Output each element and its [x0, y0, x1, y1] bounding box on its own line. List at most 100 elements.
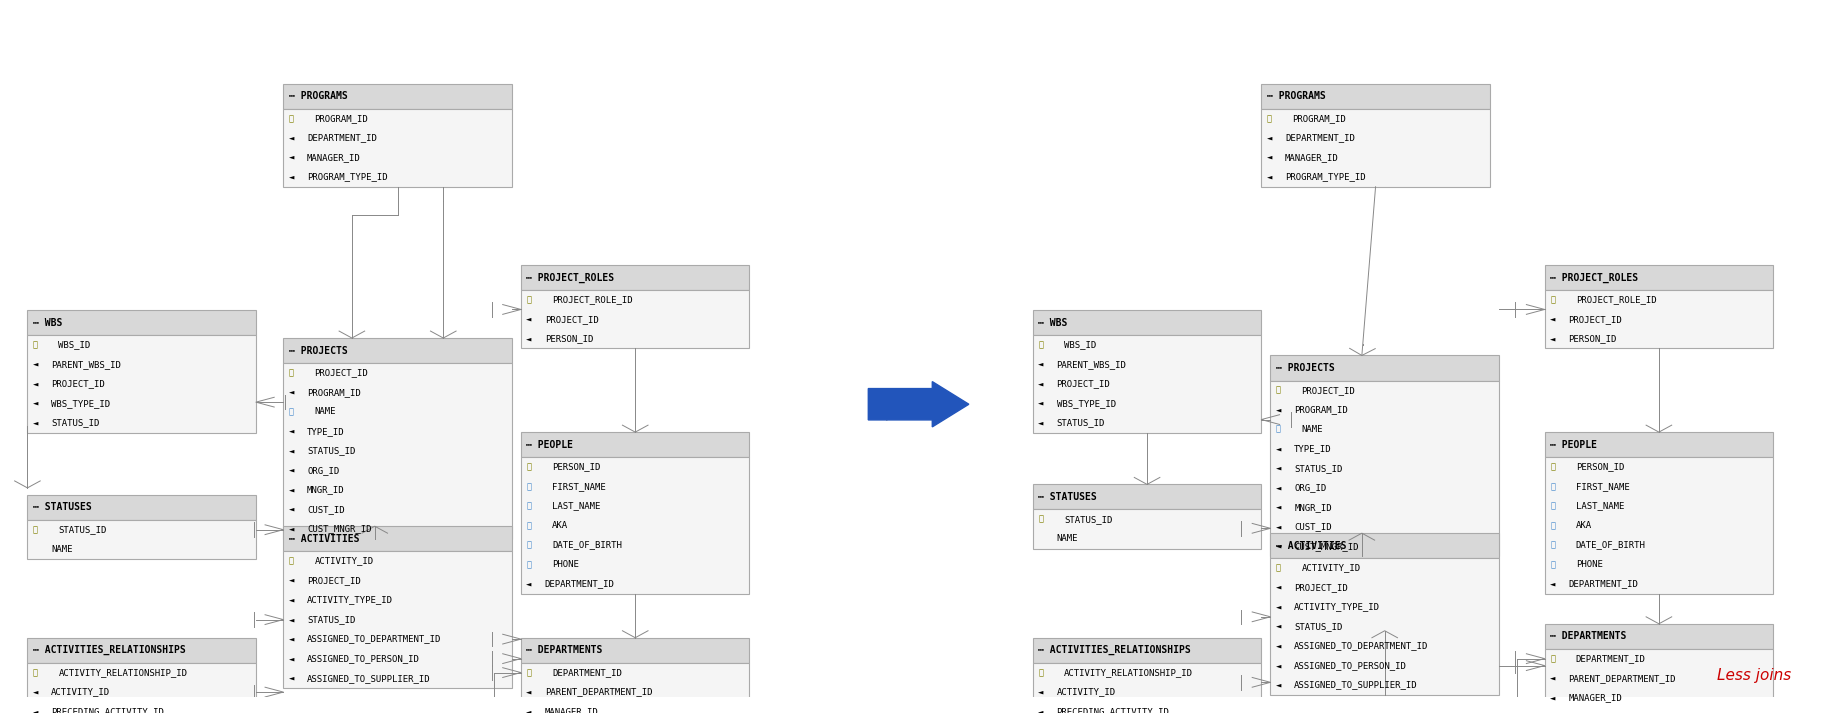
- Text: ⋯ ACTIVITIES_RELATIONSHIPS: ⋯ ACTIVITIES_RELATIONSHIPS: [33, 645, 186, 655]
- Text: DEPARTMENT_ID: DEPARTMENT_ID: [545, 580, 614, 588]
- Text: PROGRAM_TYPE_ID: PROGRAM_TYPE_ID: [307, 173, 388, 182]
- Text: ◄: ◄: [1038, 419, 1044, 428]
- Text: MANAGER_ID: MANAGER_ID: [1568, 693, 1621, 702]
- Text: PROJECT_ID: PROJECT_ID: [1568, 314, 1621, 324]
- Text: ACTIVITY_ID: ACTIVITY_ID: [1302, 563, 1360, 573]
- Text: ◄: ◄: [289, 466, 294, 475]
- Text: ◄: ◄: [33, 399, 38, 408]
- Text: PARENT_WBS_ID: PARENT_WBS_ID: [51, 360, 121, 369]
- Text: ⋯ PROJECT_ROLES: ⋯ PROJECT_ROLES: [1550, 272, 1638, 282]
- Text: ◄: ◄: [1276, 583, 1281, 592]
- Text: STATUS_ID: STATUS_ID: [1057, 419, 1104, 428]
- Text: PROJECT_ID: PROJECT_ID: [1302, 386, 1355, 395]
- Text: DEPARTMENT_ID: DEPARTMENT_ID: [1576, 654, 1645, 663]
- FancyBboxPatch shape: [283, 83, 512, 108]
- Text: MANAGER_ID: MANAGER_ID: [545, 707, 598, 713]
- FancyBboxPatch shape: [1545, 265, 1773, 290]
- Text: STATUS_ID: STATUS_ID: [307, 446, 355, 456]
- Text: FIRST_NAME: FIRST_NAME: [1576, 482, 1629, 491]
- Text: ACTIVITY_ID: ACTIVITY_ID: [1057, 687, 1115, 697]
- Text: LAST_NAME: LAST_NAME: [1576, 501, 1623, 511]
- Text: ◄: ◄: [1038, 687, 1044, 697]
- Text: PHONE: PHONE: [1576, 560, 1603, 569]
- Text: 🔑: 🔑: [526, 540, 532, 550]
- Text: ◄: ◄: [289, 388, 294, 397]
- Text: 🔑: 🔑: [526, 521, 532, 530]
- Text: ◄: ◄: [289, 615, 294, 624]
- FancyArrow shape: [868, 381, 969, 427]
- Text: ◄: ◄: [289, 576, 294, 585]
- Text: ◄: ◄: [1276, 503, 1281, 512]
- Text: WBS_TYPE_ID: WBS_TYPE_ID: [51, 399, 110, 408]
- Text: 🔑: 🔑: [1038, 668, 1044, 677]
- Text: ◄: ◄: [33, 379, 38, 389]
- Text: PROJECT_ID: PROJECT_ID: [1294, 583, 1347, 592]
- Text: 🔑: 🔑: [33, 341, 38, 349]
- Text: ◄: ◄: [1276, 661, 1281, 670]
- FancyBboxPatch shape: [27, 310, 256, 335]
- Text: PERSON_ID: PERSON_ID: [552, 463, 600, 471]
- Text: NAME: NAME: [1302, 425, 1323, 434]
- Text: PROGRAM_ID: PROGRAM_ID: [314, 114, 367, 123]
- Text: FIRST_NAME: FIRST_NAME: [552, 482, 605, 491]
- Text: PARENT_WBS_ID: PARENT_WBS_ID: [1057, 360, 1126, 369]
- Text: PERSON_ID: PERSON_ID: [545, 334, 592, 343]
- Text: ⋯ ACTIVITIES: ⋯ ACTIVITIES: [1276, 540, 1347, 550]
- Text: ◄: ◄: [1038, 360, 1044, 369]
- Text: ◄: ◄: [1038, 399, 1044, 408]
- FancyBboxPatch shape: [1261, 83, 1490, 108]
- Text: STATUS_ID: STATUS_ID: [1294, 464, 1342, 473]
- Text: WBS_TYPE_ID: WBS_TYPE_ID: [1057, 399, 1115, 408]
- Text: ◄: ◄: [289, 505, 294, 514]
- Text: ⋯ WBS: ⋯ WBS: [33, 318, 62, 328]
- Text: ◄: ◄: [289, 635, 294, 644]
- Text: 🔑: 🔑: [526, 295, 532, 304]
- FancyBboxPatch shape: [1270, 356, 1499, 381]
- Text: 🔑: 🔑: [1550, 521, 1556, 530]
- Text: 🔑: 🔑: [289, 407, 294, 416]
- Text: ◄: ◄: [1276, 483, 1281, 493]
- Text: ◄: ◄: [33, 419, 38, 428]
- Text: ⋯ ACTIVITIES: ⋯ ACTIVITIES: [289, 534, 360, 544]
- Text: DATE_OF_BIRTH: DATE_OF_BIRTH: [1576, 540, 1645, 550]
- Text: ◄: ◄: [526, 707, 532, 713]
- Text: ORG_ID: ORG_ID: [307, 466, 340, 475]
- Text: 🔑: 🔑: [289, 557, 294, 565]
- FancyBboxPatch shape: [1545, 432, 1773, 457]
- Text: ◄: ◄: [33, 707, 38, 713]
- Text: STATUS_ID: STATUS_ID: [1064, 515, 1111, 524]
- Text: NAME: NAME: [1057, 534, 1079, 543]
- Text: 🔑: 🔑: [526, 668, 532, 677]
- Text: ◄: ◄: [1276, 523, 1281, 531]
- Text: ⋯ WBS: ⋯ WBS: [1038, 318, 1068, 328]
- FancyBboxPatch shape: [27, 637, 256, 663]
- Text: CUST_MNGR_ID: CUST_MNGR_ID: [307, 525, 371, 533]
- Text: ◄: ◄: [1038, 707, 1044, 713]
- Text: MNGR_ID: MNGR_ID: [1294, 503, 1333, 512]
- FancyBboxPatch shape: [521, 457, 749, 594]
- Text: MNGR_ID: MNGR_ID: [307, 486, 345, 495]
- Text: ◄: ◄: [1276, 681, 1281, 689]
- Text: PROJECT_ID: PROJECT_ID: [307, 576, 360, 585]
- Text: PERSON_ID: PERSON_ID: [1576, 463, 1623, 471]
- Text: CUST_MNGR_ID: CUST_MNGR_ID: [1294, 542, 1358, 551]
- Text: 🔑: 🔑: [1550, 654, 1556, 663]
- Text: ⋯ ACTIVITIES_RELATIONSHIPS: ⋯ ACTIVITIES_RELATIONSHIPS: [1038, 645, 1192, 655]
- Text: STATUS_ID: STATUS_ID: [58, 525, 106, 534]
- Text: ⋯ DEPARTMENTS: ⋯ DEPARTMENTS: [526, 645, 603, 655]
- Text: ◄: ◄: [289, 595, 294, 605]
- Text: ◄: ◄: [33, 687, 38, 697]
- Text: ASSIGNED_TO_DEPARTMENT_ID: ASSIGNED_TO_DEPARTMENT_ID: [1294, 642, 1429, 650]
- Text: ◄: ◄: [526, 314, 532, 324]
- Text: DEPARTMENT_ID: DEPARTMENT_ID: [1568, 580, 1638, 588]
- Text: PROGRAM_ID: PROGRAM_ID: [1292, 114, 1345, 123]
- Text: ◄: ◄: [289, 133, 294, 143]
- Text: TYPE_ID: TYPE_ID: [307, 427, 345, 436]
- Text: ⋯ PROJECTS: ⋯ PROJECTS: [289, 346, 347, 356]
- Text: ◄: ◄: [1276, 642, 1281, 650]
- Text: ◄: ◄: [289, 427, 294, 436]
- Text: ◄: ◄: [1038, 379, 1044, 389]
- Text: 🔑: 🔑: [1276, 386, 1281, 395]
- Text: 🔑: 🔑: [1267, 114, 1272, 123]
- Text: PRECEDING_ACTIVITY_ID: PRECEDING_ACTIVITY_ID: [51, 707, 165, 713]
